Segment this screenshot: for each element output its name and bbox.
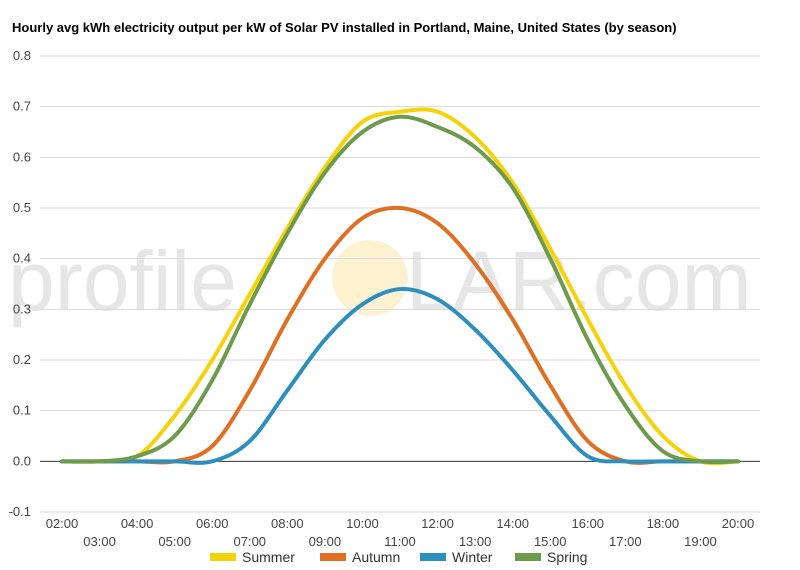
y-tick-label: 0.3 xyxy=(13,301,31,316)
y-tick-label: 0.6 xyxy=(13,149,31,164)
x-tick-label: 04:00 xyxy=(121,516,154,531)
legend-label-winter: Winter xyxy=(452,549,493,565)
y-tick-label: 0.0 xyxy=(13,453,31,468)
x-tick-label: 16:00 xyxy=(572,516,605,531)
y-tick-label: 0.4 xyxy=(13,251,31,266)
x-tick-label: 15:00 xyxy=(534,534,567,549)
x-tick-label: 10:00 xyxy=(346,516,379,531)
series-line-winter xyxy=(60,286,740,465)
x-tick-label: 13:00 xyxy=(459,534,492,549)
x-tick-label: 12:00 xyxy=(421,516,454,531)
series-lines xyxy=(60,107,740,466)
x-tick-label: 20:00 xyxy=(722,516,755,531)
series-line-summer xyxy=(60,107,740,466)
watermark: profile LAR.com xyxy=(8,234,751,328)
y-tick-label: 0.8 xyxy=(13,48,31,63)
legend-label-summer: Summer xyxy=(242,549,295,565)
x-tick-label: 05:00 xyxy=(158,534,191,549)
x-axis-ticks: 02:00 03:00 04:00 05:00 06:00 07:00 08:00 09:00… xyxy=(46,516,755,549)
legend-swatch-summer xyxy=(210,553,236,561)
y-tick-label: 0.5 xyxy=(13,200,31,215)
watermark-text-left: profile xyxy=(8,234,237,328)
x-tick-label: 02:00 xyxy=(46,516,79,531)
y-tick-label: 0.1 xyxy=(13,403,31,418)
x-tick-label: 07:00 xyxy=(234,534,267,549)
x-tick-label: 17:00 xyxy=(609,534,642,549)
y-tick-label: -0.1 xyxy=(9,504,31,519)
y-tick-label: 0.7 xyxy=(13,99,31,114)
y-axis-ticks: -0.1 0.0 0.1 0.2 0.3 0.4 0.5 0.6 0.7 0.8 xyxy=(9,48,31,519)
x-tick-label: 03:00 xyxy=(83,534,116,549)
x-tick-label: 18:00 xyxy=(647,516,680,531)
x-tick-label: 09:00 xyxy=(309,534,342,549)
x-tick-label: 14:00 xyxy=(496,516,529,531)
x-tick-label: 19:00 xyxy=(684,534,717,549)
y-tick-label: 0.2 xyxy=(13,352,31,367)
x-tick-label: 08:00 xyxy=(271,516,304,531)
chart-title: Hourly avg kWh electricity output per kW… xyxy=(12,20,677,35)
watermark-sun-icon xyxy=(332,240,408,316)
legend-swatch-winter xyxy=(420,553,446,561)
series-line-spring xyxy=(60,114,740,465)
legend-label-spring: Spring xyxy=(547,549,587,565)
legend-label-autumn: Autumn xyxy=(352,549,400,565)
legend: Summer Autumn Winter Spring xyxy=(210,549,587,565)
x-tick-label: 06:00 xyxy=(196,516,229,531)
x-tick-label: 11:00 xyxy=(384,534,416,549)
legend-swatch-spring xyxy=(515,553,541,561)
legend-swatch-autumn xyxy=(320,553,346,561)
